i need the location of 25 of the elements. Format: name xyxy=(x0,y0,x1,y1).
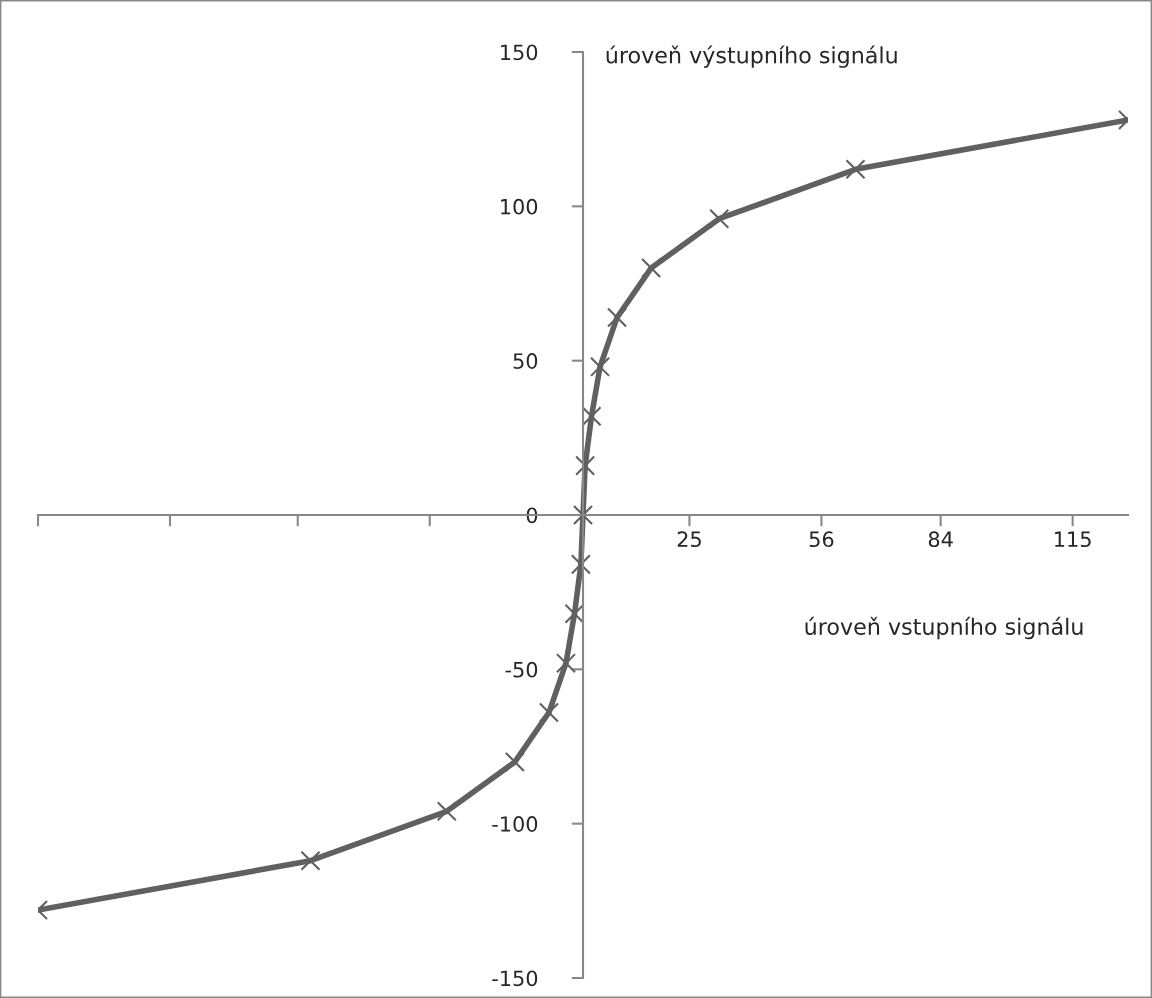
y-tick-label: -100 xyxy=(492,816,538,832)
point xyxy=(709,208,730,229)
point xyxy=(589,356,611,377)
x-tick-label: 115 xyxy=(1055,531,1091,548)
point xyxy=(575,455,596,476)
point xyxy=(606,307,628,328)
x-axis-title: úroveň vstupního signálu xyxy=(805,616,1083,640)
point xyxy=(564,603,585,624)
y-tick-label: 150 xyxy=(501,44,538,61)
point xyxy=(555,653,577,674)
point xyxy=(570,554,591,575)
point xyxy=(572,504,594,526)
y-tick-label: 100 xyxy=(501,198,538,215)
x-tick-label: 56 xyxy=(809,531,834,548)
x-tick-label: 25 xyxy=(677,531,701,548)
y-tick-label: 50 xyxy=(513,353,538,369)
point xyxy=(641,258,662,279)
y-axis-title: úroveň výstupního signálu xyxy=(606,45,897,68)
point xyxy=(436,801,457,822)
point xyxy=(504,751,525,772)
point xyxy=(581,406,602,427)
y-tick-label: -150 xyxy=(492,970,538,987)
x-tick-label: 84 xyxy=(928,531,953,548)
point xyxy=(538,702,560,723)
y-tick-label: -50 xyxy=(505,661,538,678)
